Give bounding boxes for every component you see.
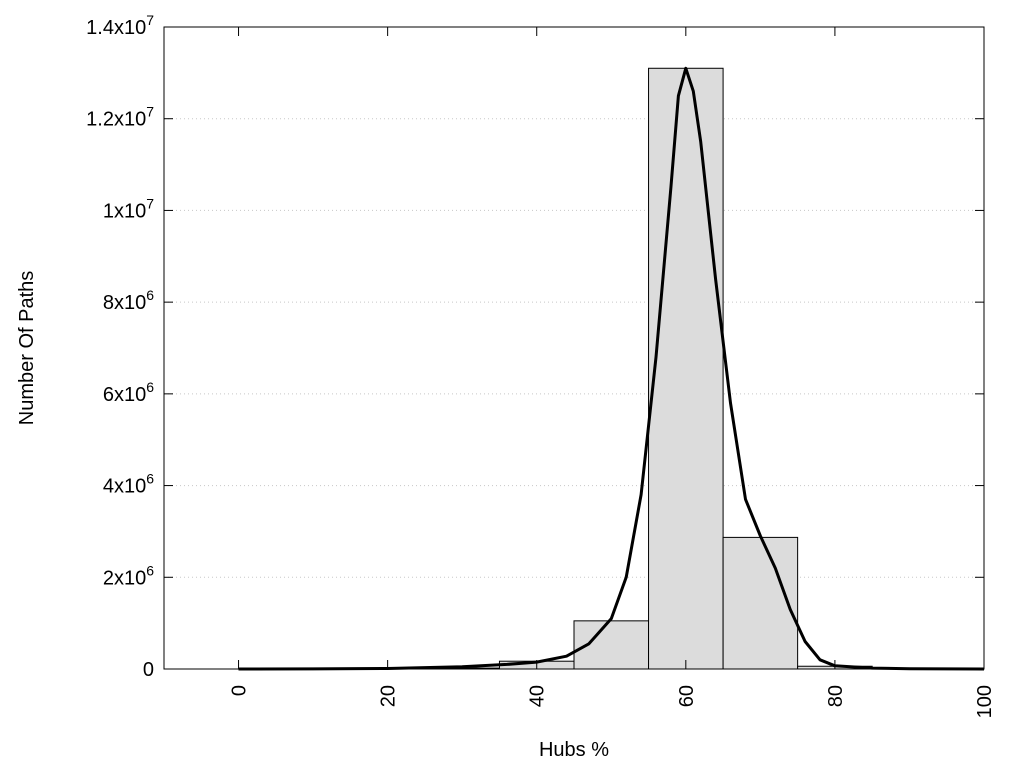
histogram-bars <box>424 67 948 670</box>
y-axis-label: Number Of Paths <box>16 271 38 426</box>
x-tick-label-2: 40 <box>527 685 549 707</box>
y-tick-label-2: 4x106 <box>103 471 154 498</box>
y-tick-label-3: 6x106 <box>103 379 154 406</box>
y-tick-label-5: 1x107 <box>103 195 154 222</box>
y-tick-label-0: 0 <box>143 659 154 681</box>
density-curve <box>238 66 985 671</box>
x-tick-label-1: 20 <box>378 685 400 707</box>
grid-lines <box>164 118 984 578</box>
x-axis-label: Hubs % <box>539 739 609 761</box>
y-tick-label-7: 1.4x107 <box>86 12 154 39</box>
x-axis-ticks: 0 20 40 60 80 100 <box>229 27 996 718</box>
y-tick-label-1: 2x106 <box>103 562 154 589</box>
y-tick-label-6: 1.2x107 <box>86 104 154 131</box>
x-tick-label-5: 100 <box>974 685 996 718</box>
x-tick-label-4: 80 <box>825 685 847 707</box>
plot-frame <box>163 26 985 670</box>
x-tick-label-0: 0 <box>229 685 251 696</box>
y-axis-ticks: 0 2x106 4x106 6x106 8x106 1x107 1.2x107 1.4x107 <box>86 12 984 681</box>
density-curve-group <box>238 66 985 671</box>
y-tick-label-4: 8x106 <box>103 287 154 314</box>
x-tick-label-3: 60 <box>676 685 698 707</box>
bar-60 <box>648 67 724 670</box>
